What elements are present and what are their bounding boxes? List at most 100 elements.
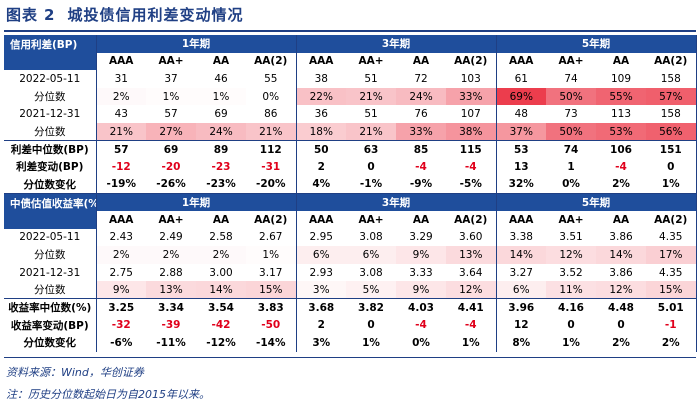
value-cell: -26% — [146, 175, 196, 194]
value-cell: -42 — [211, 319, 231, 332]
row-label: 分位数 — [34, 249, 66, 262]
rating-label: AA — [196, 210, 246, 229]
rating-label: AAA — [95, 52, 146, 71]
quantile-cell: 13% — [146, 281, 196, 299]
value-cell: 3.86 — [609, 231, 633, 244]
table-row: 分位数 2% 1% 1% 0% 22% 21% 24% 33% 69% 50% 55% 57% — [4, 87, 697, 106]
value-cell: 158 — [646, 70, 697, 88]
row-label: 利差变动(BP) — [16, 161, 84, 174]
value-cell: -4 — [464, 319, 477, 332]
value-cell: 151 — [646, 140, 697, 159]
value-cell: 3.08 — [359, 266, 383, 279]
rating-label: AA(2) — [446, 210, 496, 229]
rating-header-row: AAA AA+ AA AA(2) AAA AA+ AA AA(2) AAA AA+ AA AA(2) — [4, 210, 697, 229]
rating-label: AA(2) — [246, 52, 296, 71]
value-cell: 32% — [495, 175, 546, 194]
value-cell: 4.35 — [646, 263, 697, 282]
value-cell: 107 — [460, 108, 481, 121]
quantile-cell: 33% — [446, 87, 496, 106]
value-cell: 4.03 — [396, 298, 446, 317]
value-cell: 3.83 — [246, 298, 296, 317]
value-cell: -5% — [446, 175, 496, 194]
period-label: 3年期 — [295, 35, 496, 53]
value-cell: 69 — [214, 108, 228, 121]
quantile-cell: 53% — [596, 122, 646, 141]
rating-label: AAA — [495, 210, 546, 229]
value-cell: 4.41 — [446, 298, 496, 317]
value-cell: 106 — [596, 140, 646, 159]
value-cell: 113 — [610, 108, 632, 121]
value-cell: 0 — [367, 319, 375, 332]
quantile-cell: 27% — [146, 122, 196, 141]
value-cell: 109 — [610, 72, 632, 85]
value-cell: 4% — [295, 175, 346, 194]
quantile-cell: 12% — [596, 281, 646, 299]
row-label: 2021-12-31 — [19, 108, 81, 121]
table-row: 2022-05-11 2.43 2.49 2.58 2.67 2.95 3.08 3.29 3.… — [4, 228, 697, 247]
rating-label: AA(2) — [446, 52, 496, 71]
rating-label: AA — [396, 52, 446, 71]
value-cell: 3.96 — [495, 298, 546, 317]
quantile-cell: 55% — [596, 87, 646, 106]
value-cell: -19% — [95, 175, 146, 194]
value-cell: -4 — [415, 319, 427, 332]
credit-spread-table: 信用利差(BP) 1年期 3年期 5年期 AAA AA+ AA AA(2) AAA AA+ AA AA… — [4, 35, 697, 352]
quantile-cell: 15% — [646, 281, 697, 299]
table-row: 分位数变化 -19% -26% -23% -20% 4% -1% -9% -5% 32% 0% 2% 1… — [4, 175, 697, 194]
quantile-cell: 12% — [446, 281, 496, 299]
value-cell: 2% — [646, 334, 697, 352]
value-cell: 115 — [446, 140, 496, 159]
rating-label: AA+ — [146, 210, 196, 229]
value-cell: 112 — [246, 140, 296, 159]
value-cell: 74 — [546, 140, 596, 159]
value-cell: 63 — [346, 140, 396, 159]
table-row: 利差中位数(BP) 57 69 89 112 50 63 85 115 53 74 106 151 — [4, 140, 697, 159]
value-cell: 3.00 — [209, 266, 233, 279]
period-label: 5年期 — [495, 35, 697, 53]
value-cell: -12 — [95, 158, 146, 176]
value-cell: 0 — [646, 158, 697, 176]
quantile-cell: 2% — [95, 246, 146, 264]
table-row: 收益率中位数(%) 3.25 3.34 3.54 3.83 3.68 3.82 4.03 4.4… — [4, 298, 697, 317]
quantile-cell: 22% — [295, 87, 346, 106]
value-cell: 72 — [414, 72, 428, 85]
title-divider — [4, 30, 696, 32]
value-cell: 73 — [564, 108, 578, 121]
quantile-cell: 5% — [346, 281, 396, 299]
value-cell: 3.08 — [359, 231, 383, 244]
value-cell: -1 — [646, 316, 697, 335]
source-note: 资料来源：Wind，华创证券 — [6, 366, 144, 379]
table-row: 收益率变动(BP) -32 -39 -42 -50 2 0 -4 -4 12 0 0 -1 — [4, 316, 697, 335]
row-label: 2022-05-11 — [19, 72, 81, 85]
value-cell: 3.51 — [559, 231, 583, 244]
rating-label: AA+ — [146, 52, 196, 71]
quantile-cell: 14% — [196, 281, 246, 299]
value-cell: 2.67 — [259, 231, 283, 244]
quantile-cell: 2% — [95, 87, 146, 106]
value-cell: 3.33 — [409, 266, 433, 279]
chart-title: 图表 2 城投债信用利差变动情况 — [6, 4, 243, 28]
quantile-cell: 50% — [546, 122, 596, 141]
rating-label: AA — [596, 210, 646, 229]
table-row: 2022-05-11 31 37 46 55 38 51 72 103 61 74 109 158 — [4, 70, 697, 88]
value-cell: -1% — [346, 175, 396, 194]
title-text: 城投债信用利差变动情况 — [67, 6, 244, 24]
value-cell: 2.58 — [209, 231, 233, 244]
value-cell: 86 — [264, 108, 278, 121]
value-cell: 0 — [367, 160, 375, 173]
value-cell: 1% — [461, 336, 480, 349]
period-header-row: 信用利差(BP) 1年期 3年期 5年期 — [4, 35, 697, 71]
quantile-cell: 9% — [396, 281, 446, 299]
value-cell: 55 — [264, 72, 278, 85]
value-cell: -20 — [161, 160, 181, 173]
value-cell: -14% — [256, 336, 286, 349]
value-cell: 1% — [562, 336, 580, 349]
value-cell: 1 — [567, 160, 575, 173]
value-cell: 0% — [546, 175, 596, 194]
value-cell: 57 — [164, 108, 178, 121]
row-label: 2022-05-11 — [19, 231, 81, 244]
value-cell: 3.25 — [95, 298, 146, 317]
table-body: 信用利差(BP) 1年期 3年期 5年期 AAA AA+ AA AA(2) AAA AA+ AA AA… — [4, 35, 697, 352]
quantile-cell: 38% — [446, 122, 496, 141]
value-cell: 51 — [364, 72, 378, 85]
